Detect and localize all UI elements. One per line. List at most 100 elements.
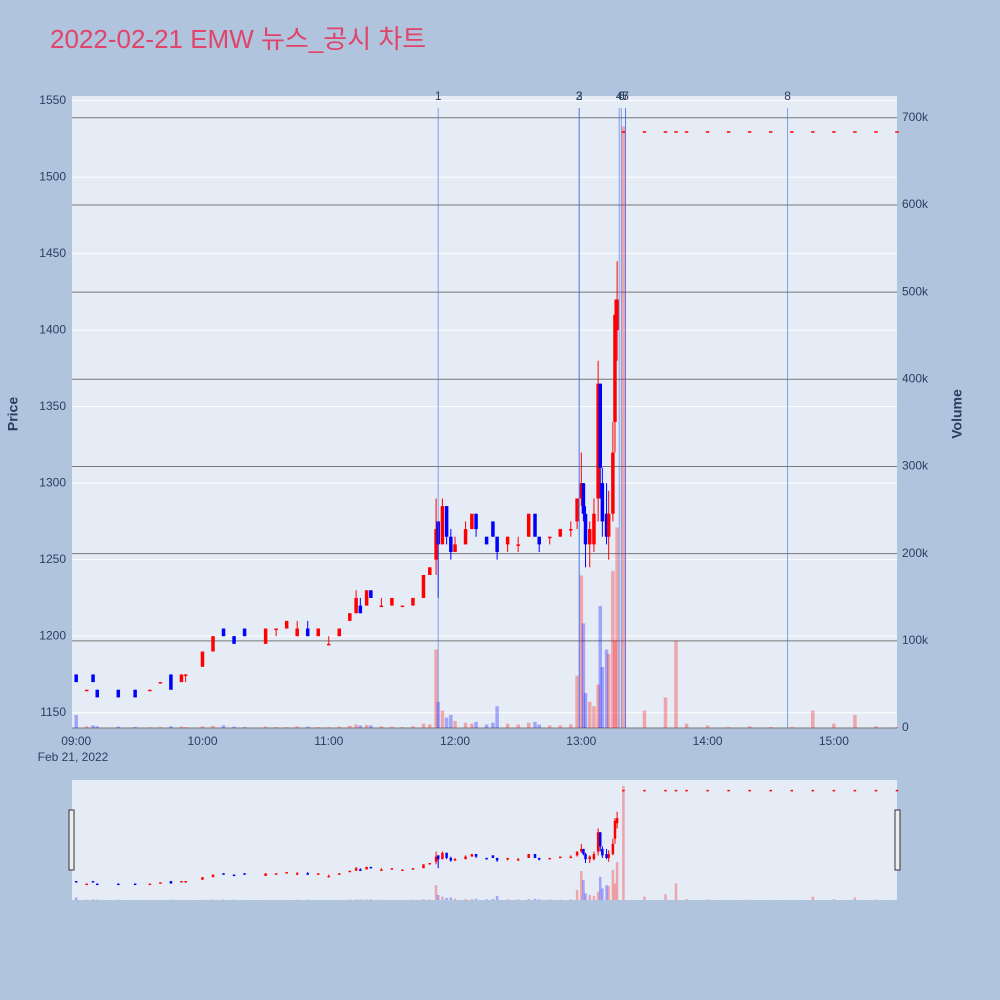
- candle-body: [74, 881, 78, 883]
- candle-body: [464, 856, 467, 860]
- volume-bar: [575, 675, 579, 728]
- volume-bar: [470, 723, 474, 728]
- candle-body: [559, 856, 562, 859]
- volume-bar: [74, 714, 78, 728]
- candle-body: [263, 628, 268, 644]
- candle-body: [506, 857, 509, 860]
- candle-body: [243, 873, 246, 875]
- candle-body: [211, 874, 215, 878]
- candle-body: [338, 873, 341, 875]
- volume-bar: [133, 727, 137, 728]
- volume-bar: [526, 722, 531, 728]
- candle-body: [592, 513, 596, 545]
- candle-body: [621, 131, 626, 133]
- event-label: 6: [618, 89, 625, 103]
- candle-body: [284, 620, 289, 629]
- candle-body: [305, 628, 310, 637]
- volume-bar: [832, 899, 836, 900]
- candle-body: [180, 881, 183, 883]
- volume-bar: [832, 723, 836, 728]
- candle-body: [613, 820, 617, 839]
- y2-axis-title: Volume: [949, 389, 965, 439]
- candle-body: [533, 854, 537, 858]
- candle-body: [643, 789, 646, 792]
- candle-body: [474, 513, 478, 530]
- candle-body: [117, 883, 120, 886]
- volume-bar: [642, 710, 647, 728]
- volume-bar: [747, 726, 752, 728]
- candle-body: [569, 529, 573, 531]
- range-slider[interactable]: [72, 780, 897, 900]
- y2-tick-label: 100k: [902, 633, 929, 647]
- volume-bar: [592, 895, 596, 900]
- candle-body: [832, 789, 836, 792]
- candle-body: [411, 597, 415, 606]
- candle-body: [768, 131, 773, 133]
- volume-bar: [569, 724, 573, 728]
- candle-body: [91, 881, 95, 883]
- volume-bar: [705, 725, 710, 728]
- candle-body: [599, 832, 602, 847]
- candle-body: [434, 529, 438, 560]
- volume-bar: [354, 899, 358, 900]
- volume-bar: [441, 896, 444, 900]
- candle-body: [365, 866, 368, 870]
- volume-bar: [428, 724, 432, 728]
- candle-body: [583, 513, 588, 545]
- candle-body: [358, 605, 363, 614]
- candle-body: [327, 875, 331, 878]
- volume-bar: [221, 725, 226, 728]
- candle-body: [575, 498, 579, 522]
- candle-body: [748, 789, 751, 792]
- range-handle[interactable]: [68, 809, 75, 871]
- volume-bar: [364, 724, 369, 728]
- candle-body: [421, 574, 426, 598]
- candle-body: [853, 131, 857, 133]
- volume-bar: [768, 727, 773, 728]
- volume-bar: [537, 899, 541, 900]
- range-handle[interactable]: [894, 809, 901, 871]
- candle-body: [485, 857, 488, 860]
- candle-body: [148, 689, 152, 692]
- x-tick-label: 09:00: [61, 734, 91, 748]
- volume-bar: [605, 885, 608, 900]
- volume-bar: [853, 714, 857, 728]
- candle-body: [558, 529, 563, 537]
- volume-bar: [453, 721, 457, 728]
- volume-bar: [663, 697, 668, 728]
- candle-body: [582, 848, 585, 855]
- candle-body: [201, 877, 204, 880]
- y-tick-label: 1450: [39, 246, 66, 260]
- volume-bar: [449, 897, 453, 900]
- candle-body: [306, 873, 309, 875]
- candle-body: [516, 859, 520, 861]
- y-tick-label: 1200: [39, 628, 66, 642]
- volume-bar: [874, 726, 878, 728]
- volume-bar: [615, 527, 619, 728]
- candle-body: [441, 852, 444, 860]
- volume-bar: [390, 726, 394, 728]
- event-label: 5: [622, 89, 629, 103]
- y2-tick-label: 0: [902, 720, 909, 734]
- y-tick-label: 1350: [39, 399, 66, 413]
- volume-bar: [684, 723, 689, 728]
- volume-bar: [588, 895, 591, 900]
- candle-body: [747, 131, 752, 133]
- candle-body: [895, 131, 899, 133]
- candle-body: [422, 864, 425, 869]
- candle-body: [491, 521, 495, 537]
- candle-body: [601, 848, 604, 856]
- volume-bar: [274, 727, 278, 728]
- volume-bar: [148, 727, 152, 728]
- y2-tick-label: 200k: [902, 546, 929, 560]
- volume-bar: [263, 726, 268, 728]
- candle-body: [769, 789, 772, 792]
- candle-body: [327, 643, 331, 646]
- volume-bar: [470, 899, 474, 900]
- volume-bar: [440, 710, 445, 728]
- candle-body: [505, 536, 510, 545]
- candle-body: [401, 869, 404, 871]
- volume-bar: [516, 724, 520, 728]
- candle-body: [895, 789, 899, 792]
- volume-bar: [527, 899, 530, 900]
